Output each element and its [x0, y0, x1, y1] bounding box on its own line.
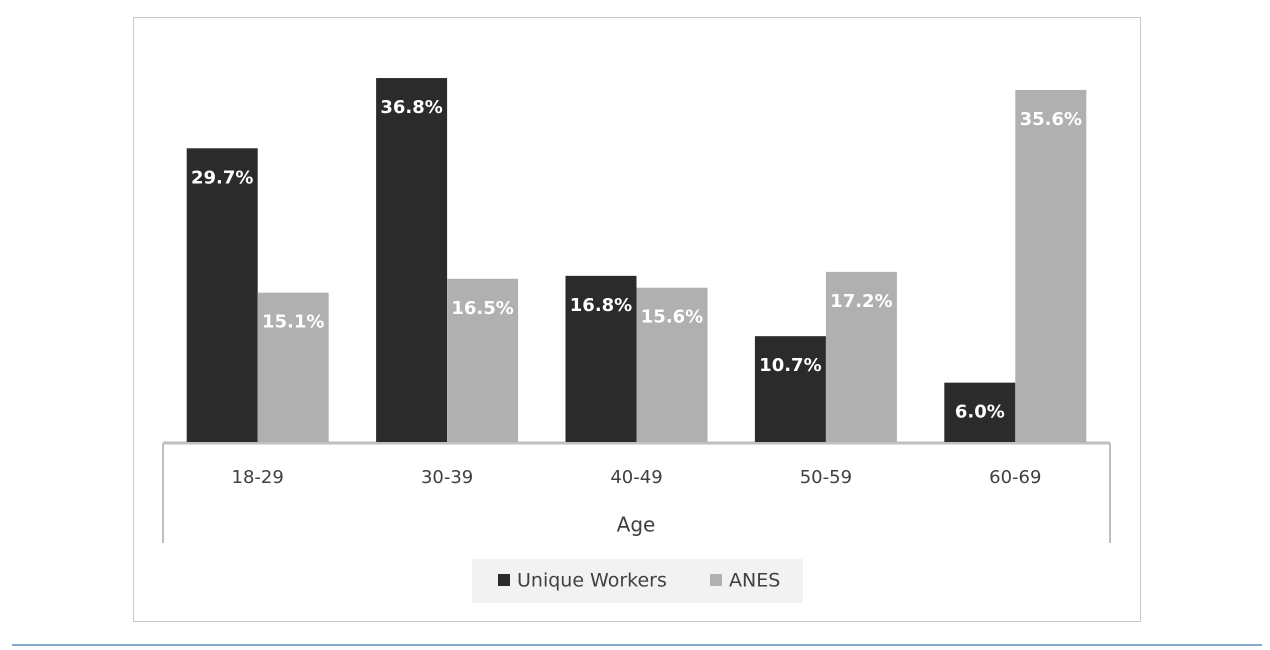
legend-swatch: [710, 574, 722, 586]
x-tick-label: 60-69: [989, 467, 1041, 488]
x-axis-title: Age: [617, 513, 656, 537]
bar: [754, 336, 826, 442]
data-label: 35.6%: [1020, 109, 1082, 130]
data-label: 16.8%: [570, 295, 632, 316]
legend-swatch: [498, 574, 510, 586]
bar: [636, 287, 708, 442]
x-tick-label: 18-29: [232, 467, 284, 488]
data-label: 29.7%: [191, 167, 253, 188]
data-label: 6.0%: [955, 402, 1005, 423]
bar: [825, 271, 897, 442]
x-tick-label: 40-49: [610, 467, 662, 488]
data-label: 10.7%: [759, 355, 821, 376]
legend: [472, 559, 803, 603]
bar: [1015, 89, 1087, 442]
data-label: 36.8%: [380, 97, 442, 118]
legend-label: ANES: [729, 570, 780, 592]
bar: [186, 148, 258, 442]
legend-label: Unique Workers: [517, 570, 667, 592]
data-label: 15.1%: [262, 312, 324, 333]
x-tick-label: 50-59: [800, 467, 852, 488]
x-tick-label: 30-39: [421, 467, 473, 488]
bar: [447, 278, 519, 442]
data-label: 17.2%: [830, 291, 892, 312]
bar: [944, 382, 1016, 442]
data-label: 16.5%: [451, 298, 513, 319]
data-label: 15.6%: [641, 307, 703, 328]
bar: [376, 78, 448, 442]
bar: [257, 292, 329, 442]
bar: [565, 275, 637, 442]
